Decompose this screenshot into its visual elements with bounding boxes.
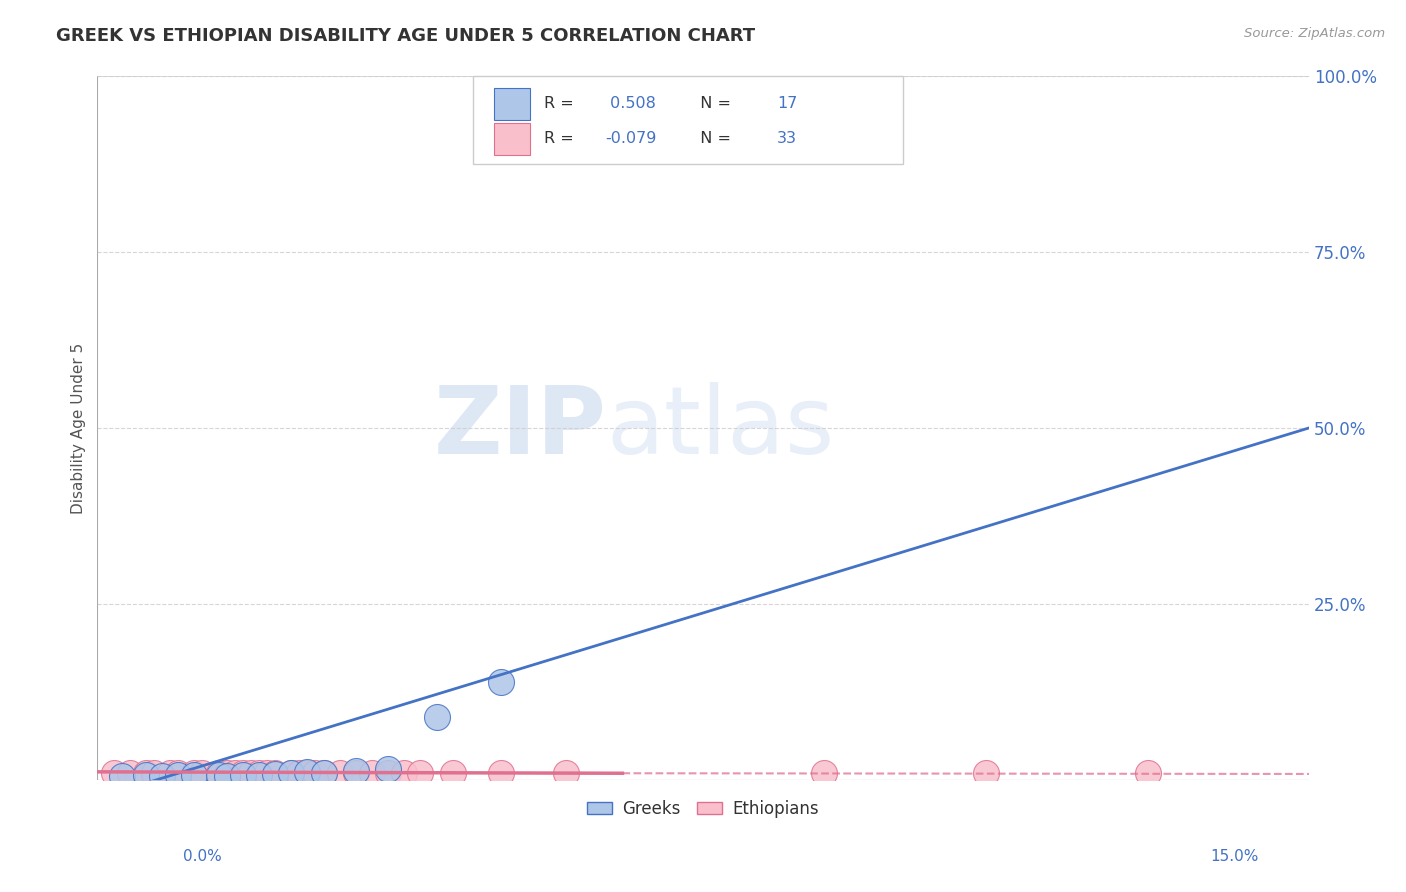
Point: [491, 766, 513, 780]
Point: [167, 767, 190, 781]
Point: [288, 766, 311, 780]
Text: atlas: atlas: [606, 382, 835, 474]
Point: [135, 766, 157, 780]
Point: [377, 766, 399, 780]
Point: [215, 766, 238, 780]
Text: Source: ZipAtlas.com: Source: ZipAtlas.com: [1244, 27, 1385, 40]
Text: 15.0%: 15.0%: [1211, 849, 1258, 863]
Point: [394, 766, 416, 780]
Point: [280, 766, 302, 780]
FancyBboxPatch shape: [472, 76, 903, 163]
Point: [183, 768, 205, 782]
Point: [232, 768, 254, 782]
Text: R =: R =: [544, 131, 579, 146]
FancyBboxPatch shape: [494, 87, 530, 120]
Text: 0.0%: 0.0%: [183, 849, 222, 863]
Text: ZIP: ZIP: [433, 382, 606, 474]
Point: [409, 766, 432, 780]
Point: [280, 766, 302, 780]
Point: [183, 766, 205, 780]
Point: [304, 766, 326, 780]
Point: [329, 766, 352, 780]
Point: [103, 766, 125, 780]
Point: [361, 766, 384, 780]
Point: [297, 764, 319, 779]
Point: [118, 766, 141, 780]
Point: [312, 766, 335, 780]
Point: [159, 766, 181, 780]
Y-axis label: Disability Age Under 5: Disability Age Under 5: [72, 343, 86, 514]
Text: N =: N =: [690, 96, 735, 112]
Point: [239, 766, 262, 780]
Legend: Greeks, Ethiopians: Greeks, Ethiopians: [581, 794, 825, 825]
Point: [491, 674, 513, 689]
Point: [344, 764, 367, 779]
Point: [232, 766, 254, 780]
Point: [312, 766, 335, 780]
Text: GREEK VS ETHIOPIAN DISABILITY AGE UNDER 5 CORRELATION CHART: GREEK VS ETHIOPIAN DISABILITY AGE UNDER …: [56, 27, 755, 45]
Point: [547, 69, 569, 83]
Point: [110, 769, 132, 783]
Point: [344, 766, 367, 780]
Point: [207, 767, 229, 781]
Text: -0.079: -0.079: [605, 131, 657, 146]
Point: [224, 766, 246, 780]
Point: [297, 766, 319, 780]
Text: 33: 33: [778, 131, 797, 146]
Point: [554, 766, 576, 780]
Point: [426, 710, 449, 724]
Point: [247, 767, 270, 781]
Point: [207, 766, 229, 780]
Point: [247, 766, 270, 780]
Point: [1136, 766, 1159, 780]
Point: [167, 766, 190, 780]
Text: 0.508: 0.508: [605, 96, 657, 112]
Point: [191, 766, 214, 780]
Text: N =: N =: [690, 131, 735, 146]
Point: [441, 766, 464, 780]
Point: [377, 762, 399, 776]
Point: [974, 766, 997, 780]
Point: [150, 769, 173, 783]
Point: [813, 766, 835, 780]
Point: [142, 766, 165, 780]
Text: 17: 17: [778, 96, 797, 112]
Point: [135, 768, 157, 782]
Point: [264, 767, 287, 781]
Text: R =: R =: [544, 96, 579, 112]
Point: [264, 766, 287, 780]
FancyBboxPatch shape: [494, 123, 530, 155]
Point: [215, 769, 238, 783]
Point: [256, 766, 278, 780]
